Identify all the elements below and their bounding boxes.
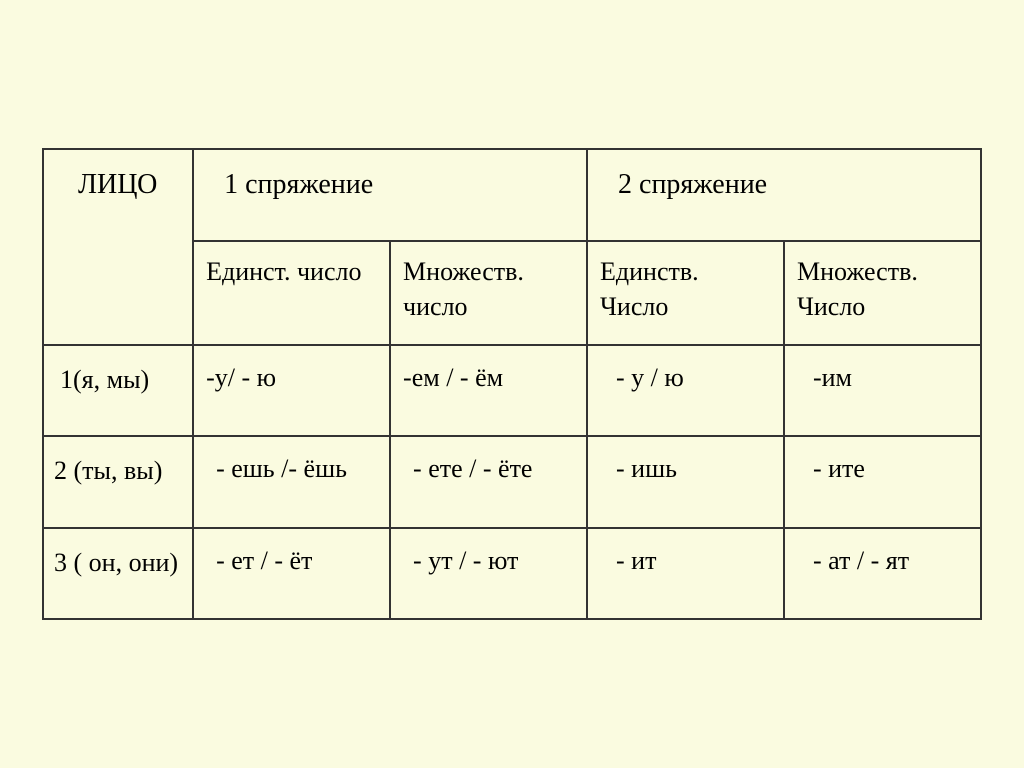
cell-1-c4: -им xyxy=(784,345,981,436)
subheader-conj1-sg: Единст. число xyxy=(193,241,390,345)
subheader-conj2-pl: Множеств. Число xyxy=(784,241,981,345)
cell-2-c4: - ите xyxy=(784,436,981,527)
header-person: ЛИЦО xyxy=(43,149,193,345)
person-2-label: 2 (ты, вы) xyxy=(43,436,193,527)
table-row: 3 ( он, они) - ет / - ёт - ут / - ют - и… xyxy=(43,528,981,619)
person-1-label-text: 1(я, мы) xyxy=(54,362,149,397)
cell-3-c1: - ет / - ёт xyxy=(193,528,390,619)
header-conj1: 1 спряжение xyxy=(193,149,587,241)
person-1-label: 1(я, мы) xyxy=(43,345,193,436)
cell-2-c3: - ишь xyxy=(587,436,784,527)
subheader-conj1-pl: Множеств. число xyxy=(390,241,587,345)
cell-3-c4: - ат / - ят xyxy=(784,528,981,619)
header-person-label: ЛИЦО xyxy=(56,166,157,204)
cell-2-c2: - ете / - ёте xyxy=(390,436,587,527)
header-conj1-label: 1 спряжение xyxy=(206,166,373,204)
cell-1-c3: - у / ю xyxy=(587,345,784,436)
conjugation-table: ЛИЦО 1 спряжение 2 спряжение Единст. чис… xyxy=(42,148,982,619)
header-conj2-label: 2 спряжение xyxy=(600,166,767,204)
cell-1-c2: -ем / - ём xyxy=(390,345,587,436)
cell-2-c1: - ешь /- ёшь xyxy=(193,436,390,527)
table-header-row: ЛИЦО 1 спряжение 2 спряжение xyxy=(43,149,981,241)
header-conj2: 2 спряжение xyxy=(587,149,981,241)
cell-3-c2: - ут / - ют xyxy=(390,528,587,619)
table-row: 2 (ты, вы) - ешь /- ёшь - ете / - ёте - … xyxy=(43,436,981,527)
subheader-conj2-sg: Единств. Число xyxy=(587,241,784,345)
conjugation-table-container: ЛИЦО 1 спряжение 2 спряжение Единст. чис… xyxy=(42,148,982,619)
cell-3-c3: - ит xyxy=(587,528,784,619)
person-3-label: 3 ( он, они) xyxy=(43,528,193,619)
table-row: 1(я, мы) -у/ - ю -ем / - ём - у / ю -им xyxy=(43,345,981,436)
cell-1-c1: -у/ - ю xyxy=(193,345,390,436)
